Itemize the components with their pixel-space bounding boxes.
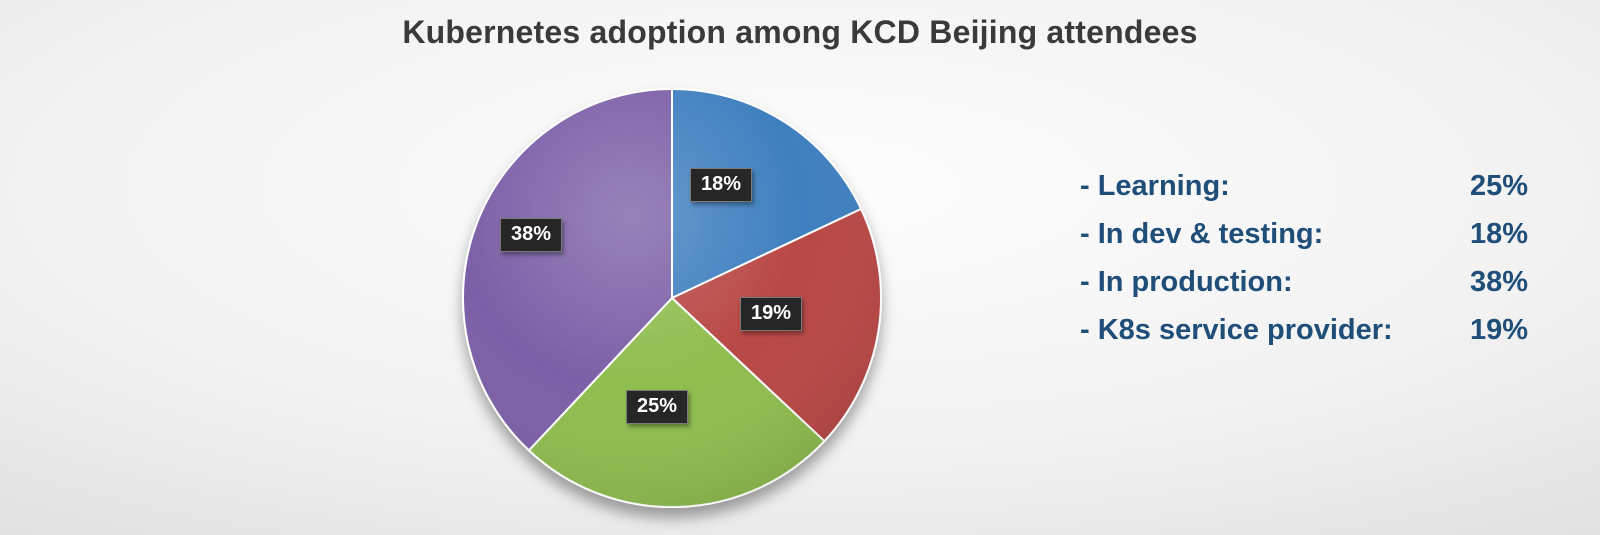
pie-label-in_production: 38%	[500, 218, 562, 252]
legend-value-service_provider: 19%	[1470, 306, 1528, 354]
legend-label-service_provider: - K8s service provider:	[1080, 306, 1393, 354]
legend-label-in_dev_testing: - In dev & testing:	[1080, 210, 1323, 258]
legend-label-in_production: - In production:	[1080, 258, 1293, 306]
pie-chart	[439, 65, 905, 531]
legend-value-learning: 25%	[1470, 162, 1528, 210]
legend: - Learning:25%- In dev & testing:18%- In…	[1080, 162, 1528, 354]
legend-label-learning: - Learning:	[1080, 162, 1230, 210]
legend-row-in_production: - In production: 38%	[1080, 258, 1528, 306]
pie-label-service_provider: 19%	[740, 297, 802, 331]
legend-row-in_dev_testing: - In dev & testing: 18%	[1080, 210, 1528, 258]
legend-row-learning: - Learning: 25%	[1080, 162, 1528, 210]
legend-value-in_production: 38%	[1470, 258, 1528, 306]
pie-svg	[439, 65, 905, 531]
pie-label-in_dev_testing: 18%	[690, 168, 752, 202]
pie-label-learning: 25%	[626, 390, 688, 424]
legend-row-service_provider: - K8s service provider: 19%	[1080, 306, 1528, 354]
chart-title: Kubernetes adoption among KCD Beijing at…	[0, 14, 1600, 51]
legend-value-in_dev_testing: 18%	[1470, 210, 1528, 258]
